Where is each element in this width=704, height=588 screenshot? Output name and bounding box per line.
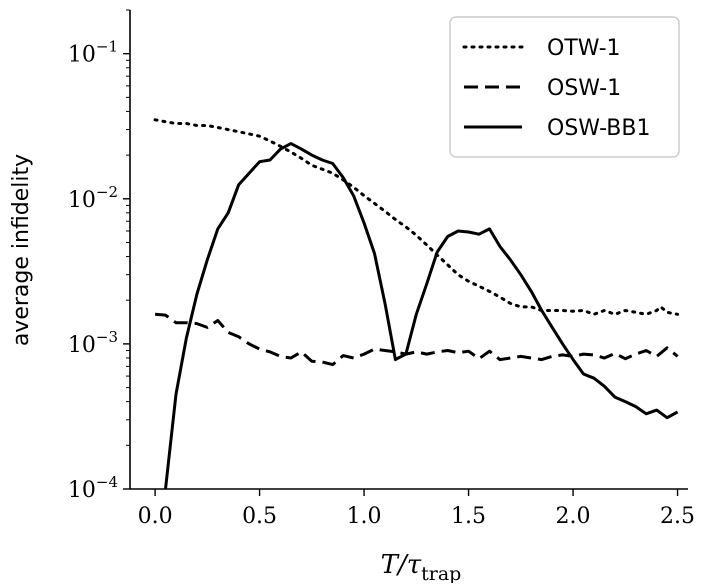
y-tick-label: 10−4 (68, 473, 118, 503)
series-line-osw-bb1 (164, 142, 679, 489)
x-axis-label-main: T/τ (381, 550, 422, 580)
y-tick-label: 10−3 (68, 328, 118, 358)
axes: 0.0 0.5 1.0 1.5 2.0 2.5 10−4 10−3 10−2 10−1 (68, 9, 695, 529)
y-tick-exponent: −1 (96, 38, 118, 56)
x-tick-label: 2.0 (556, 504, 591, 529)
x-tick-label: 1.0 (347, 504, 382, 529)
x-tick-label: 0.5 (242, 504, 277, 529)
y-axis-label: average infidelity (9, 154, 34, 346)
legend-label: OSW-BB1 (547, 116, 650, 141)
x-tick-label: 2.5 (660, 504, 695, 529)
x-axis-label-subscript: trap (421, 563, 461, 583)
y-tick-exponent: −3 (96, 328, 118, 346)
legend: OTW-1 OSW-1 OSW-BB1 (449, 16, 680, 158)
y-tick-exponent: −2 (96, 183, 118, 201)
series-line-otw-1 (153, 118, 680, 316)
legend-label: OTW-1 (547, 36, 621, 61)
plot-area (153, 118, 680, 489)
y-tick-label: 10−2 (68, 183, 118, 213)
y-tick-label: 10−1 (68, 38, 118, 68)
x-axis-label: T/τtrap (381, 550, 462, 583)
x-tick-label: 0.0 (138, 504, 173, 529)
y-tick-exponent: −4 (96, 473, 118, 491)
x-tick-label: 1.5 (451, 504, 486, 529)
series-line-osw-1 (154, 312, 679, 367)
legend-label: OSW-1 (547, 76, 621, 101)
legend-box (449, 16, 680, 158)
